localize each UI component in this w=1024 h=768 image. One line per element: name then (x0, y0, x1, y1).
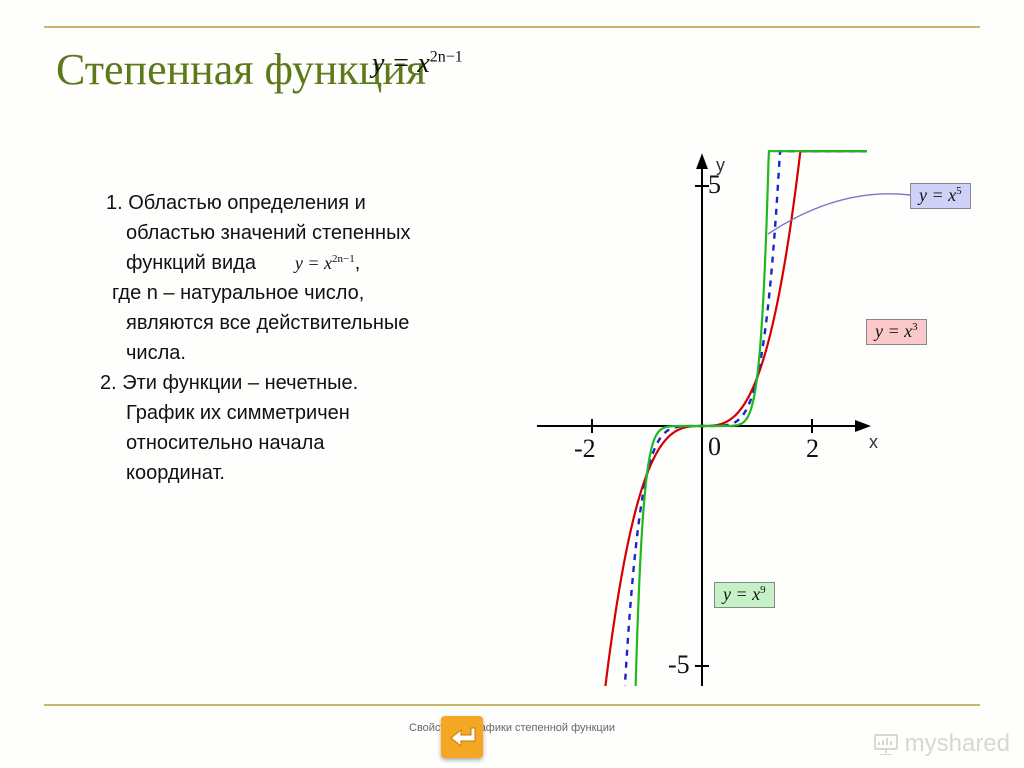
inline-formula-base: y = x (295, 253, 332, 273)
item2-line4: координат. (126, 462, 225, 484)
tick-label: 0 (708, 432, 721, 462)
return-arrow-icon (447, 724, 477, 750)
axis-label: y (716, 155, 725, 176)
title-formula: y = x2n−1 (372, 48, 463, 80)
item2-line2: График их симметричен (126, 402, 350, 424)
item1-line3-prefix: функций вида (126, 252, 256, 274)
rule-bottom (44, 704, 980, 706)
chart: -22-550xyy = x3y = x5y = x9 (516, 146, 986, 686)
watermark-text: myshared (905, 730, 1010, 758)
item2-line1: Эти функции – нечетные. (122, 372, 358, 394)
item1-num: 1. (106, 192, 123, 214)
item1-line6: числа. (126, 342, 186, 364)
watermark: myshared (873, 730, 1010, 758)
item2-line3: относительно начала (126, 432, 324, 454)
item1-line2: областью значений степенных (126, 222, 410, 244)
item1-line4: где n – натуральное число, (112, 282, 364, 304)
tick-label: -5 (668, 650, 690, 680)
tick-label: -2 (574, 434, 596, 464)
rule-top (44, 26, 980, 28)
body-item-2: 2. Эти функции – нечетные. (100, 368, 490, 398)
title-formula-base: y = x (372, 48, 430, 79)
body-item-1: 1. Областью определения и (100, 188, 490, 218)
curve-label-x9: y = x9 (714, 582, 775, 608)
inline-formula-exp: 2n−1 (332, 253, 355, 265)
item1-line1: Областью определения и (128, 192, 366, 214)
footer-caption: Свойства и графики степенной функции (0, 722, 1024, 734)
page-title: Степенная функция (56, 44, 426, 95)
curve-label-x3: y = x3 (866, 319, 927, 345)
item2-num: 2. (100, 372, 117, 394)
body-text: 1. Областью определения и областью значе… (100, 188, 490, 488)
item1-line5: являются все действительные (126, 312, 409, 334)
curve-label-x5: y = x5 (910, 183, 971, 209)
presentation-icon (873, 733, 899, 755)
item1-line3-suffix: , (355, 252, 361, 274)
title-formula-exp: 2n−1 (430, 49, 463, 66)
tick-label: 2 (806, 434, 819, 464)
slide: Степенная функция y = x2n−1 1. Областью … (0, 0, 1024, 768)
inline-formula: y = x2n−1 (295, 253, 355, 273)
axis-label: x (869, 432, 878, 453)
back-button[interactable] (441, 716, 483, 758)
